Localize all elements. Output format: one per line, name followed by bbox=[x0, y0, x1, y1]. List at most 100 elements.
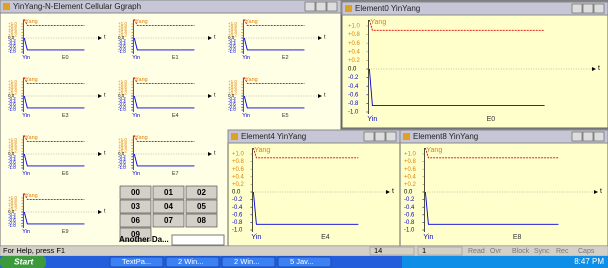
t-label: t bbox=[392, 188, 394, 195]
y-tick-label: -0.6 bbox=[348, 92, 359, 98]
yin-label: Yin bbox=[22, 171, 30, 177]
yang-label: Yang bbox=[370, 19, 386, 26]
window-title: Element0 YinYang bbox=[355, 4, 420, 13]
status-indicator: Block bbox=[512, 248, 530, 255]
yin-label: Yin bbox=[22, 113, 30, 119]
y-tick-label: -0.2 bbox=[232, 197, 243, 203]
y-tick-label: +1.0 bbox=[232, 152, 245, 158]
window-control[interactable] bbox=[572, 4, 582, 13]
window-control[interactable] bbox=[583, 4, 593, 13]
y-tick-label: +0.8 bbox=[404, 159, 417, 165]
y-tick-label: +0.2 bbox=[404, 182, 417, 188]
t-label: t bbox=[600, 188, 602, 195]
y-tick-label: -1.0 bbox=[8, 223, 16, 228]
cell-button-label[interactable]: 06 bbox=[131, 216, 140, 225]
y-tick-label: -0.6 bbox=[404, 212, 415, 218]
taskbar-item-label[interactable]: 2 Win... bbox=[234, 257, 259, 266]
element-label: E8 bbox=[513, 234, 522, 241]
yang-label: Yang bbox=[135, 135, 147, 141]
y-tick-label: -0.4 bbox=[232, 205, 243, 211]
cell-button-label[interactable]: 04 bbox=[164, 202, 173, 211]
y-tick-label: +0.4 bbox=[404, 174, 417, 180]
taskbar-item-label[interactable]: 2 Win... bbox=[178, 257, 203, 266]
y-tick-label: -1.0 bbox=[118, 165, 126, 170]
y-tick-label: +0.4 bbox=[232, 174, 245, 180]
element-label: E6 bbox=[62, 171, 69, 177]
y-tick-label: -0.6 bbox=[232, 212, 243, 218]
cell-button-label[interactable]: 00 bbox=[131, 188, 140, 197]
status-help: For Help, press F1 bbox=[3, 246, 65, 255]
another-input[interactable] bbox=[172, 235, 224, 245]
y-tick-label: +0.8 bbox=[232, 159, 245, 165]
y-tick-label: -1.0 bbox=[8, 107, 16, 112]
window-control[interactable] bbox=[375, 132, 385, 141]
element-label: E5 bbox=[282, 113, 289, 119]
y-tick-label: +0.2 bbox=[232, 182, 245, 188]
yin-label: Yin bbox=[367, 116, 377, 123]
window-icon bbox=[345, 5, 352, 12]
y-tick-label: -1.0 bbox=[8, 165, 16, 170]
y-tick-label: +0.6 bbox=[232, 167, 245, 173]
window-icon bbox=[231, 133, 238, 140]
yang-label: Yang bbox=[25, 135, 37, 141]
y-tick-label: -1.0 bbox=[404, 228, 415, 234]
yin-label: Yin bbox=[22, 229, 30, 235]
window-control[interactable] bbox=[594, 4, 604, 13]
y-tick-label: -1.0 bbox=[228, 49, 236, 54]
y-tick-label: -1.0 bbox=[348, 110, 359, 116]
cell-button-label[interactable]: 01 bbox=[164, 188, 173, 197]
y-tick-label: +0.8 bbox=[348, 32, 361, 38]
y-tick-label: -0.4 bbox=[348, 84, 359, 90]
element-label: E7 bbox=[172, 171, 179, 177]
status-indicator: Rec bbox=[556, 248, 569, 255]
yang-label: Yang bbox=[245, 77, 257, 83]
window-control[interactable] bbox=[386, 132, 396, 141]
element-label: E2 bbox=[282, 55, 289, 61]
element-label: E0 bbox=[487, 116, 496, 123]
yang-label: Yang bbox=[25, 193, 37, 199]
yin-label: Yin bbox=[132, 113, 140, 119]
window-control[interactable] bbox=[305, 2, 315, 11]
y-tick-label: +0.6 bbox=[404, 167, 417, 173]
cell-button-label[interactable]: 02 bbox=[197, 188, 206, 197]
status-indicator: Read bbox=[468, 248, 485, 255]
y-tick-label: -1.0 bbox=[232, 228, 243, 234]
window-control[interactable] bbox=[583, 132, 593, 141]
cell-button-label[interactable]: 05 bbox=[197, 202, 206, 211]
y-tick-label: +0.2 bbox=[348, 58, 361, 64]
yang-label: Yang bbox=[135, 77, 147, 83]
taskbar-item-label[interactable]: 5 Jav... bbox=[290, 257, 314, 266]
element-label: E0 bbox=[62, 55, 69, 61]
yin-label: Yin bbox=[22, 55, 30, 61]
window-title: Element8 YinYang bbox=[413, 132, 478, 141]
screen: YinYang-N-Element Cellular Ggraph+1.0+0.… bbox=[0, 0, 608, 268]
element-label: E4 bbox=[172, 113, 179, 119]
y-tick-label: -1.0 bbox=[8, 49, 16, 54]
cell-button-label[interactable]: 08 bbox=[197, 216, 206, 225]
yin-label: Yin bbox=[251, 234, 261, 241]
y-tick-label: -0.8 bbox=[232, 220, 243, 226]
yin-label: Yin bbox=[132, 55, 140, 61]
yin-label: Yin bbox=[132, 171, 140, 177]
y-tick-label: +0.4 bbox=[348, 49, 361, 55]
t-label: t bbox=[598, 65, 600, 72]
yang-label: Yang bbox=[245, 19, 257, 25]
yang-label: Yang bbox=[25, 19, 37, 25]
taskbar-item-label[interactable]: TextPa... bbox=[122, 257, 151, 266]
window-control[interactable] bbox=[327, 2, 337, 11]
cell-button-label[interactable]: 03 bbox=[131, 202, 140, 211]
cell-button-label[interactable]: 07 bbox=[164, 216, 173, 225]
window-control[interactable] bbox=[364, 132, 374, 141]
yang-label: Yang bbox=[426, 147, 442, 154]
y-tick-label: -1.0 bbox=[118, 49, 126, 54]
window-control[interactable] bbox=[594, 132, 604, 141]
window-title: Element4 YinYang bbox=[241, 132, 306, 141]
start-label[interactable]: Start bbox=[14, 256, 35, 266]
status-field-text: 14 bbox=[374, 246, 382, 255]
window-control[interactable] bbox=[316, 2, 326, 11]
y-tick-label: 0.0 bbox=[404, 190, 413, 196]
status-indicator: Ovr bbox=[490, 248, 502, 255]
yang-label: Yang bbox=[254, 147, 270, 154]
y-tick-label: -0.8 bbox=[348, 101, 359, 107]
window-control[interactable] bbox=[572, 132, 582, 141]
